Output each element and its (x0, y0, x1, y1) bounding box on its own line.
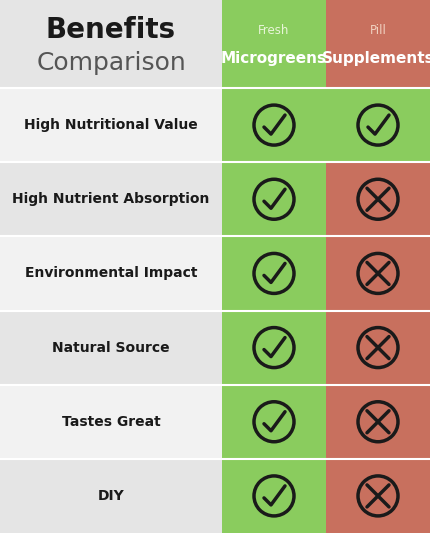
Text: DIY: DIY (98, 489, 124, 503)
FancyBboxPatch shape (222, 385, 326, 459)
Text: High Nutritional Value: High Nutritional Value (24, 118, 198, 132)
FancyBboxPatch shape (0, 88, 222, 162)
FancyBboxPatch shape (326, 385, 430, 459)
Text: Supplements: Supplements (322, 51, 430, 66)
FancyBboxPatch shape (222, 236, 326, 311)
FancyBboxPatch shape (326, 236, 430, 311)
Text: Natural Source: Natural Source (52, 341, 170, 354)
FancyBboxPatch shape (0, 0, 222, 88)
Text: Fresh: Fresh (258, 23, 290, 36)
FancyBboxPatch shape (326, 0, 430, 88)
Text: Microgreens: Microgreens (221, 51, 327, 66)
Text: Pill: Pill (369, 23, 387, 36)
FancyBboxPatch shape (222, 459, 326, 533)
FancyBboxPatch shape (326, 162, 430, 236)
FancyBboxPatch shape (326, 311, 430, 385)
Text: Environmental Impact: Environmental Impact (25, 266, 197, 280)
FancyBboxPatch shape (0, 162, 222, 236)
FancyBboxPatch shape (0, 236, 222, 311)
FancyBboxPatch shape (326, 88, 430, 162)
FancyBboxPatch shape (222, 88, 326, 162)
Text: Benefits: Benefits (46, 16, 176, 44)
FancyBboxPatch shape (222, 0, 326, 88)
FancyBboxPatch shape (326, 459, 430, 533)
Text: Tastes Great: Tastes Great (61, 415, 160, 429)
FancyBboxPatch shape (0, 459, 222, 533)
Text: High Nutrient Absorption: High Nutrient Absorption (12, 192, 210, 206)
FancyBboxPatch shape (222, 162, 326, 236)
Text: Comparison: Comparison (36, 51, 186, 75)
FancyBboxPatch shape (222, 311, 326, 385)
FancyBboxPatch shape (0, 311, 222, 385)
FancyBboxPatch shape (0, 385, 222, 459)
